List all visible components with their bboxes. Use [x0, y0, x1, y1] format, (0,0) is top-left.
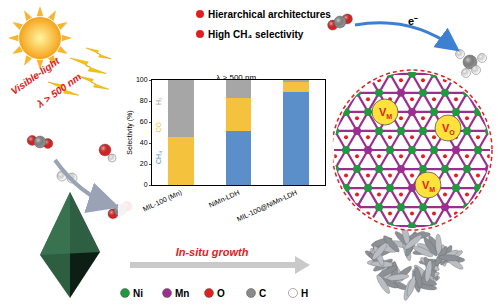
svg-text:CO: CO [155, 122, 162, 133]
svg-text:MIL-100 (Mn): MIL-100 (Mn) [142, 189, 183, 214]
svg-text:High CH₄ selectivity: High CH₄ selectivity [208, 29, 304, 40]
svg-text:VO: VO [442, 122, 455, 136]
svg-text:VM: VM [422, 179, 435, 193]
svg-text:NiMn-LDH: NiMn-LDH [208, 189, 241, 209]
svg-text:Hierarchical architectures: Hierarchical architectures [208, 9, 331, 20]
svg-text:100: 100 [136, 76, 148, 83]
svg-text:CH₄: CH₄ [155, 151, 162, 164]
svg-text:e⁻: e⁻ [408, 15, 418, 27]
svg-text:H: H [301, 288, 308, 299]
svg-text:MIL-100@NiMn-LDH: MIL-100@NiMn-LDH [236, 189, 298, 223]
svg-text:Selectivity (%): Selectivity (%) [126, 110, 134, 154]
svg-text:80: 80 [140, 97, 148, 104]
svg-text:λ > 500 nm: λ > 500 nm [216, 73, 256, 82]
svg-text:O: O [217, 288, 225, 299]
svg-text:60: 60 [140, 118, 148, 125]
svg-text:20: 20 [140, 160, 148, 167]
svg-text:λ > 500 nm: λ > 500 nm [34, 71, 83, 110]
svg-text:C: C [259, 288, 266, 299]
svg-text:Visible-light: Visible-light [8, 55, 62, 97]
svg-text:0: 0 [144, 181, 148, 188]
svg-text:Mn: Mn [175, 288, 189, 299]
svg-text:VM: VM [379, 106, 392, 120]
svg-text:Ni: Ni [133, 288, 143, 299]
svg-text:In-situ growth: In-situ growth [176, 246, 249, 258]
svg-text:H₂: H₂ [155, 97, 162, 105]
svg-text:40: 40 [140, 139, 148, 146]
